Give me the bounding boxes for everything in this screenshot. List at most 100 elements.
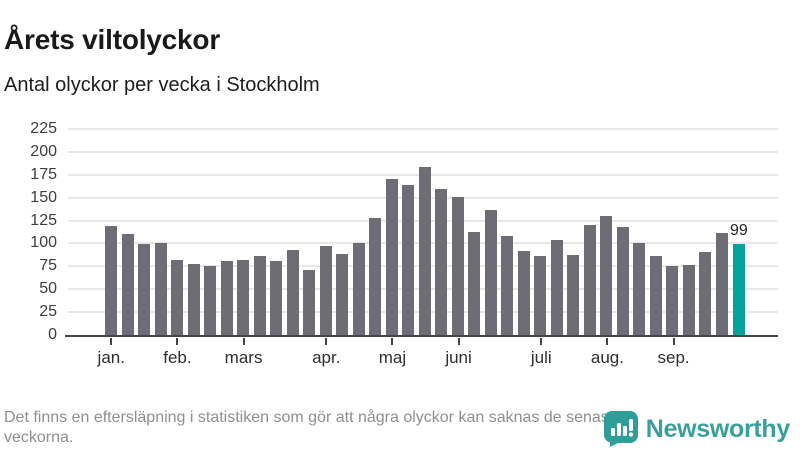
bar-slot-week-9 bbox=[235, 129, 252, 335]
bar-slot-week-38 bbox=[714, 129, 731, 335]
x-tick-juli bbox=[540, 338, 543, 345]
bar-week-25 bbox=[501, 236, 514, 335]
footer-note: Det finns en eftersläpning i statistiken… bbox=[4, 409, 623, 446]
bar-slot-week-5 bbox=[169, 129, 186, 335]
bar-week-10 bbox=[253, 256, 266, 335]
bar-week-26 bbox=[517, 250, 530, 335]
y-tick-label-50: 50 bbox=[39, 280, 57, 298]
x-tick-jan bbox=[110, 338, 113, 345]
bar-week-9 bbox=[237, 259, 250, 335]
x-tick-label-maj: maj bbox=[378, 348, 407, 367]
x-tick-mars bbox=[242, 338, 245, 345]
x-axis: jan. feb. mars apr. maj juni juli aug. sep. bbox=[65, 338, 778, 372]
bar-slot-week-30 bbox=[582, 129, 599, 335]
bar-week-12 bbox=[286, 249, 299, 335]
bar-slot-week-4 bbox=[153, 129, 170, 335]
x-tick-label-juni: juni bbox=[445, 348, 472, 367]
bar-week-24 bbox=[484, 209, 497, 335]
bar-slot-week-17 bbox=[367, 129, 384, 335]
bar-slot-week-1 bbox=[103, 129, 120, 335]
bar-week-20 bbox=[418, 167, 431, 335]
bar-slot-week-14 bbox=[318, 129, 335, 335]
y-tick-label-0: 0 bbox=[48, 326, 57, 343]
x-tick-aug bbox=[606, 338, 609, 345]
bar-slot-week-22 bbox=[450, 129, 467, 335]
x-tick-label-sep: sep. bbox=[657, 348, 690, 367]
bar-week-6 bbox=[187, 263, 200, 335]
bar-week-16 bbox=[352, 242, 365, 335]
bar-slot-week-11 bbox=[268, 129, 285, 335]
bar-slot-week-31 bbox=[598, 129, 615, 335]
bar-slot-week-25 bbox=[499, 129, 516, 335]
x-tick-label-juli: juli bbox=[530, 348, 552, 367]
bar-slot-week-2 bbox=[120, 129, 137, 335]
bar-week-15 bbox=[336, 254, 349, 335]
y-tick-label-125: 125 bbox=[30, 211, 57, 229]
y-tick-label-200: 200 bbox=[30, 142, 57, 160]
bar-slot-week-6 bbox=[186, 129, 203, 335]
bar-week-30 bbox=[583, 225, 596, 335]
bar-week-28 bbox=[550, 239, 563, 335]
bar-slot-week-35 bbox=[664, 129, 681, 335]
bar-week-34 bbox=[649, 256, 662, 335]
bar-week-1 bbox=[105, 226, 118, 335]
bar-slot-week-10 bbox=[252, 129, 269, 335]
bar-slot-week-24 bbox=[483, 129, 500, 335]
bar-week-21 bbox=[435, 189, 448, 335]
bar-week-8 bbox=[220, 260, 233, 335]
y-tick-label-25: 25 bbox=[39, 303, 57, 321]
bar-slot-week-37 bbox=[697, 129, 714, 335]
y-tick-label-100: 100 bbox=[30, 234, 57, 252]
y-axis: 0 25 50 75 100 125 150 175 200 225 bbox=[0, 121, 57, 343]
bar-week-32 bbox=[616, 226, 629, 335]
bar-week-33 bbox=[633, 243, 646, 335]
bar-week-7 bbox=[204, 266, 217, 335]
x-tick-label-aug: aug. bbox=[590, 348, 624, 367]
bar-week-17 bbox=[369, 217, 382, 335]
bar-slot-week-13 bbox=[301, 129, 318, 335]
bar-week-31 bbox=[600, 215, 613, 335]
bar-week-39 bbox=[732, 244, 745, 335]
bar-week-27 bbox=[534, 256, 547, 335]
bar-week-11 bbox=[270, 260, 283, 335]
y-tick-label-225: 225 bbox=[30, 120, 57, 137]
x-tick-apr bbox=[325, 338, 328, 345]
brand-name: Newsworthy bbox=[645, 414, 791, 443]
bar-slot-week-15 bbox=[334, 129, 351, 335]
bar-slot-week-27 bbox=[532, 129, 549, 335]
bar-week-37 bbox=[699, 251, 712, 335]
bar-slot-week-28 bbox=[549, 129, 566, 335]
bar-slot-week-8 bbox=[219, 129, 236, 335]
bar-slot-week-18 bbox=[384, 129, 401, 335]
y-tick-label-75: 75 bbox=[39, 257, 57, 275]
x-tick-label-jan: jan. bbox=[97, 348, 125, 367]
bar-slot-week-7 bbox=[202, 129, 219, 335]
newsworthy-logo-icon bbox=[603, 411, 638, 447]
bar-slot-week-16 bbox=[351, 129, 368, 335]
bar-week-38 bbox=[715, 233, 728, 335]
bars: 99 bbox=[65, 129, 778, 335]
bar-slot-week-3 bbox=[136, 129, 153, 335]
bar-week-3 bbox=[138, 244, 151, 335]
page-title: Årets viltolyckor bbox=[4, 23, 221, 55]
bar-slot-week-26 bbox=[516, 129, 533, 335]
bar-slot-week-12 bbox=[285, 129, 302, 335]
x-tick-label-mars: mars bbox=[224, 348, 263, 367]
page-subtitle: Antal olyckor per vecka i Stockholm bbox=[4, 74, 320, 96]
bar-slot-week-39: 99 bbox=[730, 129, 748, 335]
x-tick-sep bbox=[672, 338, 675, 345]
newsworthy-brand: Newsworthy bbox=[603, 410, 791, 448]
bar-week-4 bbox=[154, 243, 167, 335]
bar-week-18 bbox=[385, 179, 398, 335]
bar-week-13 bbox=[303, 270, 316, 335]
x-tick-feb bbox=[176, 338, 179, 345]
y-tick-label-150: 150 bbox=[30, 188, 57, 206]
bar-slot-week-23 bbox=[466, 129, 483, 335]
bar-slot-week-21 bbox=[433, 129, 450, 335]
bar-slot-week-36 bbox=[681, 129, 698, 335]
y-tick-label-175: 175 bbox=[30, 165, 57, 183]
bar-slot-week-20 bbox=[417, 129, 434, 335]
bar-week-14 bbox=[319, 246, 332, 335]
bar-slot-week-33 bbox=[631, 129, 648, 335]
bar-week-22 bbox=[451, 196, 464, 335]
